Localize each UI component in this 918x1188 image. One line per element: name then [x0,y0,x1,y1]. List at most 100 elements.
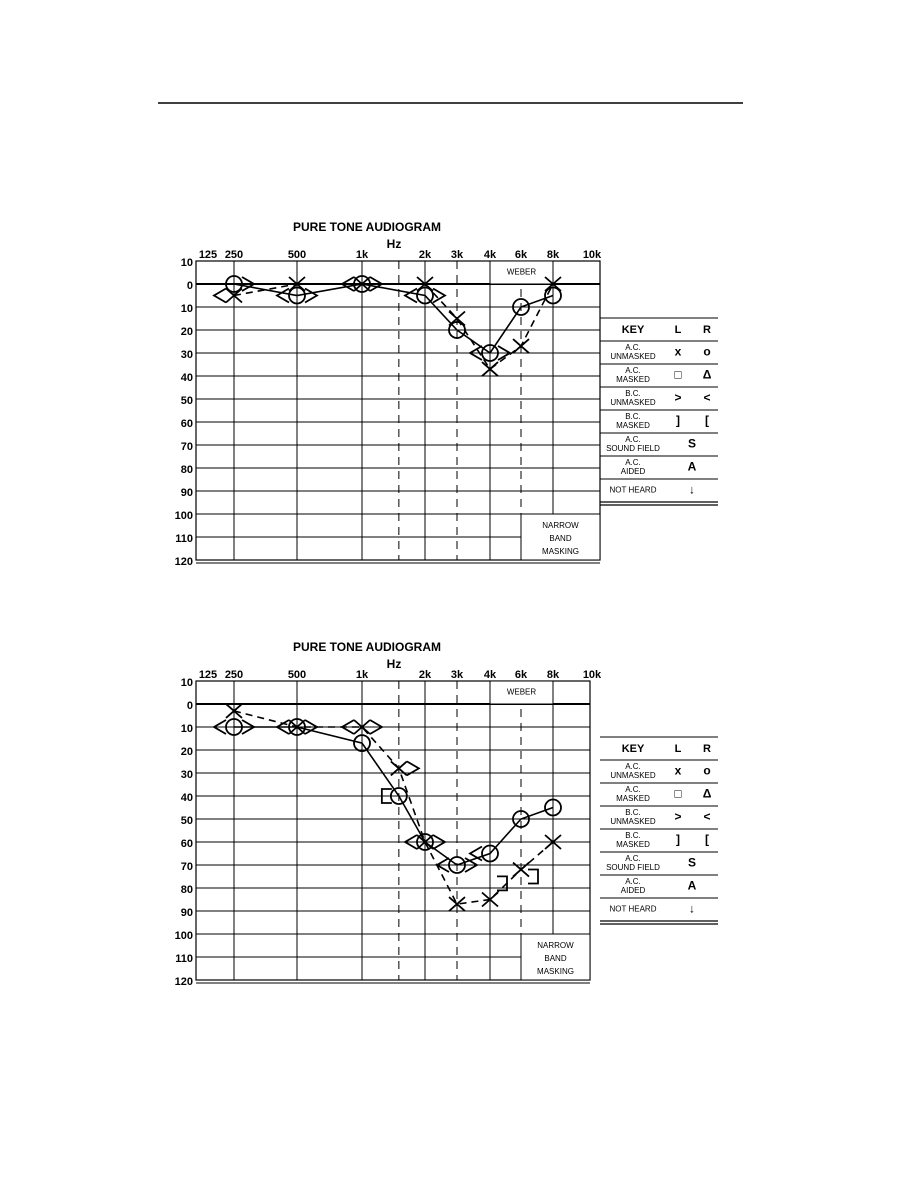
key-label: A.C. [625,877,641,886]
marker-chevron-left [403,834,418,850]
marker-circle [448,856,466,874]
marker-chevron-right [241,276,256,292]
y-tick-label: 120 [175,556,193,568]
masking-label: NARROW [537,941,574,950]
y-tick-label: 60 [181,418,193,430]
key-label: A.C. [625,762,641,771]
key-label: AIDED [621,467,646,476]
marker-chevron-left [340,719,355,735]
y-tick-label: 110 [175,953,193,965]
key-label: MASKED [616,421,650,430]
key-label: A.C. [625,458,641,467]
x-tick-label: 500 [288,669,306,681]
x-axis-label: Hz [387,237,402,251]
y-tick-label: 20 [181,326,193,338]
marker-x [448,896,466,912]
x-tick-label: 8k [547,249,560,261]
y-tick-label: 90 [181,907,193,919]
x-tick-label: 10k [583,669,602,681]
marker-circle [512,298,530,316]
marker-x [512,861,530,878]
y-tick-label: 40 [181,792,193,804]
marker-chevron-right [241,719,256,735]
marker-bracket-left [380,788,392,804]
weber-box [489,680,554,705]
y-tick-label: 100 [175,930,193,942]
key-symbol: ] [676,833,680,847]
x-tick-label: 4k [484,249,497,261]
marker-x [544,834,562,850]
key-label: B.C. [625,831,641,840]
y-tick-label: 50 [181,815,193,827]
marker-circle [416,286,434,305]
marker-x [225,287,243,304]
x-tick-label: 8k [547,669,560,681]
marker-x [512,338,530,354]
key-symbol: < [703,391,710,405]
key-symbol: x [675,345,682,359]
series-line [233,283,554,355]
marker-chevron-left [403,287,418,304]
key-label: MASKED [616,375,650,384]
key-label: UNMASKED [610,817,656,826]
key-label: A.C. [625,785,641,794]
marker-chevron-right [304,287,319,304]
x-tick-label: 2k [419,669,432,681]
x-tick-label: 250 [225,669,243,681]
key-symbol: [ [705,414,709,428]
marker-x [225,703,243,719]
x-tick-label: 125 [199,249,217,261]
masking-box [520,513,601,561]
marker-circle [481,844,499,863]
masking-box [520,933,591,981]
marker-circle [389,787,408,805]
marker-x [288,719,306,735]
key-symbol: □ [674,787,681,801]
key-symbol: x [675,764,682,778]
x-axis-label: Hz [387,657,402,671]
key-header: R [703,743,711,755]
key-label: B.C. [625,808,641,817]
key-label: UNMASKED [610,352,656,361]
marker-x [544,276,562,292]
marker-chevron-left [468,345,483,361]
key-label: MASKED [616,840,650,849]
marker-chevron-right [406,760,421,777]
y-tick-label: 30 [181,349,193,361]
key-label: B.C. [625,412,641,421]
marker-circle [225,275,243,293]
marker-circle [544,286,562,305]
y-tick-label: 30 [181,769,193,781]
key-label: SOUND FIELD [606,444,660,453]
x-tick-label: 3k [451,669,464,681]
y-tick-label: 10 [181,723,193,735]
marker-x [353,276,371,292]
key-symbol: A [688,460,697,474]
key-symbol: < [703,810,710,824]
y-tick-label: 70 [181,861,193,873]
masking-label: NARROW [542,521,579,530]
marker-chevron-right [432,287,447,304]
y-tick-label: 50 [181,395,193,407]
y-tick-label: 0 [187,700,193,712]
key-symbol: o [703,345,710,359]
chart-title: PURE TONE AUDIOGRAM [293,220,441,234]
key-label: UNMASKED [610,771,656,780]
key-symbol: > [674,810,681,824]
marker-chevron-right [304,719,319,735]
x-tick-label: 3k [451,249,464,261]
key-label: A.C. [625,435,641,444]
key-label: AIDED [621,886,646,895]
key-label: NOT HEARD [610,905,657,914]
marker-chevron-left [435,857,450,873]
key-header: R [703,324,711,336]
x-tick-label: 1k [356,249,369,261]
marker-chevron-left [212,719,227,735]
marker-chevron-left [275,287,290,304]
marker-x [481,361,499,377]
key-symbol: o [703,764,710,778]
key-symbol: S [688,437,696,451]
key-label: UNMASKED [610,398,656,407]
key-label: A.C. [625,366,641,375]
key-label: B.C. [625,389,641,398]
